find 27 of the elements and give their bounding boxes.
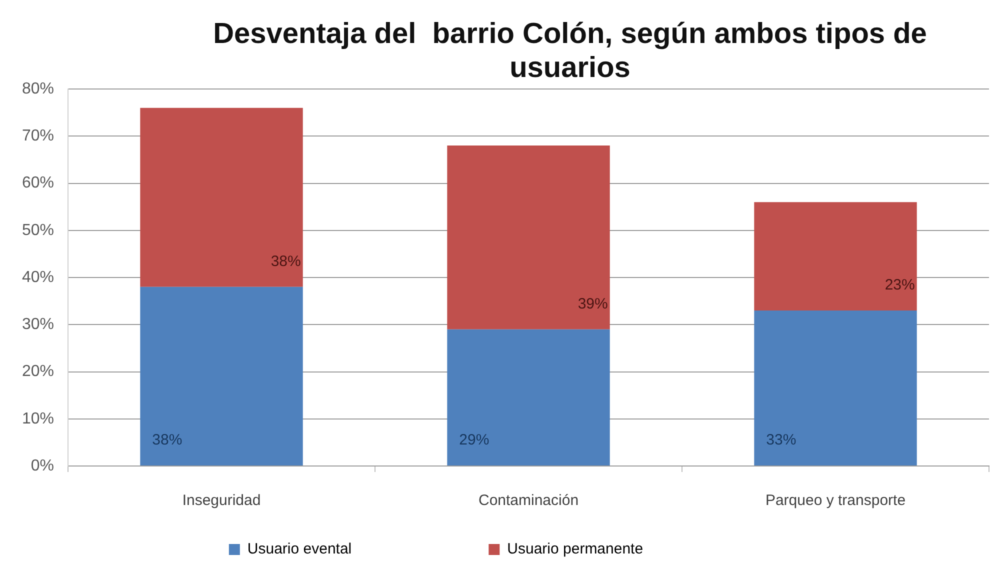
bar xyxy=(447,146,610,330)
x-tick-label: Contaminación xyxy=(478,492,579,510)
y-tick-label: 50% xyxy=(22,222,54,239)
y-tick-label: 30% xyxy=(22,316,54,334)
data-label: 23% xyxy=(884,276,915,294)
bar xyxy=(447,329,610,466)
chart-title: Desventaja del barrio Colón, según ambos tipos de usuarios xyxy=(212,17,928,85)
data-label: 38% xyxy=(270,253,301,270)
data-label: 38% xyxy=(152,432,182,449)
y-tick-label: 10% xyxy=(22,410,54,428)
y-tick-label: 60% xyxy=(22,174,54,192)
bar xyxy=(754,310,917,466)
y-tick-label: 20% xyxy=(22,363,54,380)
y-tick-label: 70% xyxy=(22,128,54,145)
y-tick-label: 40% xyxy=(22,268,54,286)
data-label: 29% xyxy=(459,432,490,449)
legend-label: Usuario evental xyxy=(247,540,477,558)
legend-label: Usuario permanente xyxy=(507,540,768,558)
data-label: 33% xyxy=(766,432,796,449)
x-tick-label: Inseguridad xyxy=(182,492,261,510)
x-tick-label: Parqueo y transporte xyxy=(765,492,906,510)
bar xyxy=(754,202,917,310)
data-label: 39% xyxy=(578,295,608,312)
bar xyxy=(140,286,303,466)
y-tick-label: 80% xyxy=(22,80,54,98)
y-tick-label: 0% xyxy=(30,457,54,474)
bar xyxy=(140,108,303,287)
